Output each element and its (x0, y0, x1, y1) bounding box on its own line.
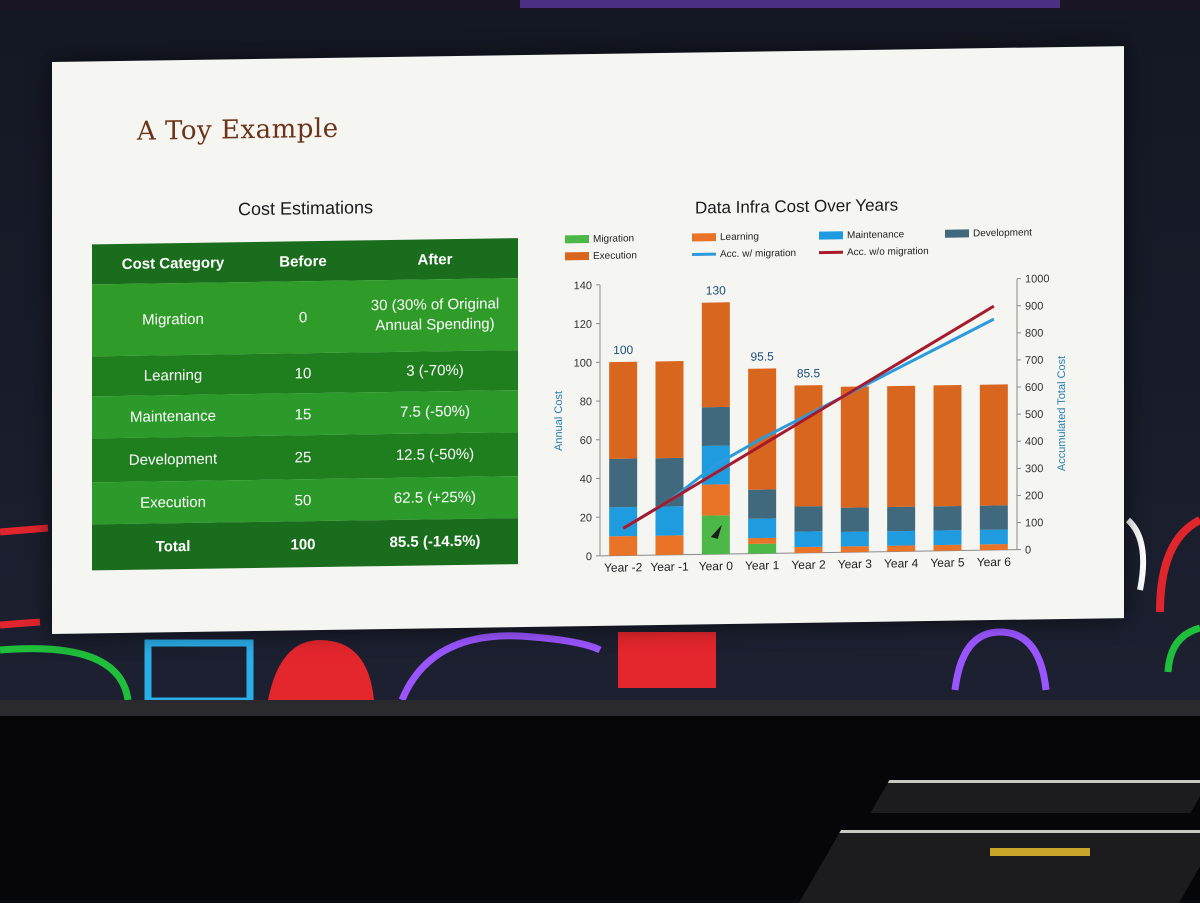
stage-step (870, 780, 1200, 813)
bar-segment-execution (702, 302, 730, 407)
y-tick-label: 120 (574, 319, 592, 331)
bar-segment-learning (934, 545, 962, 551)
stage-marker (990, 848, 1090, 856)
legend-label: Acc. w/ migration (720, 248, 796, 260)
y2-tick-label: 400 (1025, 436, 1043, 448)
x-tick-label: Year 2 (791, 558, 826, 573)
bar-segment-execution (748, 368, 776, 489)
legend-swatch (565, 252, 589, 260)
x-tick-label: Year -1 (650, 560, 689, 575)
x-tick-label: Year 5 (930, 555, 965, 570)
projected-slide: A Toy Example Cost Estimations Data Infr… (52, 46, 1124, 634)
y2-tick-label: 700 (1025, 355, 1043, 367)
bar-segment-learning (609, 536, 637, 556)
bar-segment-execution (841, 386, 869, 507)
stage-step (799, 830, 1200, 903)
y-tick-label: 140 (574, 280, 592, 292)
bar-segment-development (980, 505, 1008, 530)
bar-segment-execution (609, 362, 637, 459)
y-tick-label: 20 (580, 512, 592, 524)
legend-swatch (819, 231, 843, 239)
bar-segment-learning (702, 484, 730, 515)
y-tick-label: 60 (580, 435, 592, 447)
bar-segment-maintenance (795, 531, 823, 547)
x-tick-label: Year 1 (745, 558, 780, 573)
legend-label: Development (973, 227, 1032, 239)
ceiling-light-strip (520, 0, 1060, 8)
legend-swatch (565, 235, 589, 243)
y2-axis-title: Accumulated Total Cost (1056, 356, 1068, 472)
bar-segment-execution (934, 385, 962, 506)
y2-tick-label: 600 (1025, 382, 1043, 394)
bar-segment-execution (656, 361, 684, 458)
x-tick-label: Year 3 (838, 557, 873, 572)
bar-segment-learning (887, 545, 915, 551)
legend-label: Execution (593, 250, 637, 262)
x-tick-label: Year 6 (977, 555, 1012, 570)
bar-segment-learning (980, 544, 1008, 550)
bar-data-label: 130 (706, 283, 726, 297)
bar-segment-execution (887, 386, 915, 507)
y-axis-title: Annual Cost (553, 391, 565, 451)
bar-segment-development (887, 507, 915, 532)
legend-label: Migration (593, 233, 634, 245)
bar-segment-migration (748, 544, 776, 554)
y2-tick-label: 0 (1025, 544, 1031, 556)
y2-tick-label: 900 (1025, 300, 1043, 312)
y2-tick-label: 300 (1025, 463, 1043, 475)
bar-data-label: 100 (613, 343, 633, 357)
bar-segment-maintenance (980, 529, 1008, 544)
y2-tick-label: 200 (1025, 490, 1043, 502)
y2-tick-label: 500 (1025, 409, 1043, 421)
y2-tick-label: 100 (1025, 517, 1043, 529)
bar-segment-maintenance (656, 506, 684, 535)
bar-segment-maintenance (748, 518, 776, 538)
y2-tick-label: 800 (1025, 327, 1043, 339)
bar-segment-maintenance (934, 530, 962, 545)
x-tick-label: Year -2 (604, 560, 643, 575)
legend-label: Learning (720, 232, 759, 244)
bar-segment-learning (748, 538, 776, 544)
legend-label: Acc. w/o migration (847, 246, 929, 258)
bar-segment-learning (656, 535, 684, 555)
bar-segment-maintenance (841, 532, 869, 547)
y-tick-label: 100 (574, 357, 592, 369)
bar-segment-learning (841, 546, 869, 552)
bar-segment-learning (795, 547, 823, 553)
x-tick-label: Year 0 (699, 559, 734, 574)
bar-segment-development (748, 489, 776, 518)
legend-swatch (945, 229, 969, 237)
bar-data-label: 85.5 (797, 366, 821, 380)
bar-segment-development (841, 507, 869, 532)
y-tick-label: 0 (586, 551, 592, 563)
y-tick-label: 40 (580, 474, 592, 486)
bar-segment-development (609, 459, 637, 508)
cost-chart: 0 20 40 60 80 100 120 140 0 100 200 300 400 500 600 700… (52, 46, 1124, 634)
bar-segment-execution (980, 384, 1008, 505)
bar-segment-development (702, 407, 730, 446)
bar-segment-development (934, 506, 962, 531)
bar-data-label: 95.5 (750, 349, 774, 363)
bar-segment-maintenance (887, 531, 915, 546)
stage-edge (0, 700, 1200, 716)
bar-segment-development (795, 506, 823, 532)
bar-segment-execution (795, 385, 823, 506)
legend-label: Maintenance (847, 229, 905, 241)
x-tick-label: Year 4 (884, 556, 919, 571)
y-tick-label: 80 (580, 396, 592, 408)
y2-tick-label: 1000 (1025, 273, 1049, 285)
legend-swatch (692, 233, 716, 241)
